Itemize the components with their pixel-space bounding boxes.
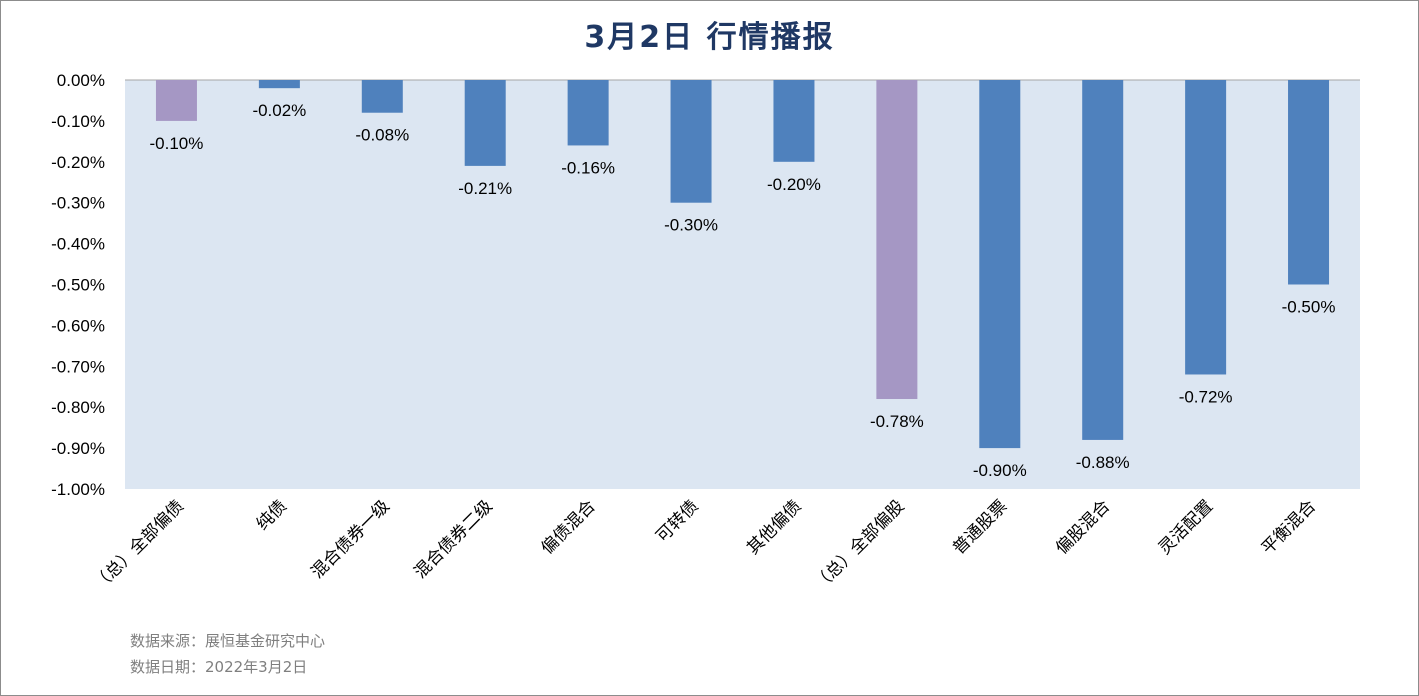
y-tick-label: -1.00% [51, 480, 105, 499]
category-label: 灵活配置 [1155, 496, 1217, 558]
data-label: -0.20% [767, 175, 821, 194]
category-label: （总）全部偏股 [810, 496, 908, 594]
y-tick-label: -0.80% [51, 398, 105, 417]
category-label: 平衡混合 [1258, 496, 1320, 558]
data-label: -0.21% [458, 179, 512, 198]
bar [1185, 80, 1227, 375]
bar [1288, 80, 1330, 285]
x-axis: （总）全部偏债 纯债 混合债券一级 混合债券二级 偏债混合 可转债 其他偏债 （总）全部偏股普… [90, 496, 1320, 594]
chart-footer: 数据来源：展恒基金研究中心 数据日期：2022年3月2日 [130, 628, 325, 680]
y-tick-label: -0.30% [51, 194, 105, 213]
category-label: （总）全部偏债 [90, 496, 188, 594]
bar [155, 80, 197, 121]
data-label: -0.30% [664, 216, 718, 235]
category-label: 普通股票 [949, 496, 1011, 558]
bar [258, 80, 300, 89]
category-label: 偏债混合 [537, 496, 599, 558]
y-tick-label: -0.60% [51, 316, 105, 335]
bar [876, 80, 918, 400]
data-label: -0.10% [150, 134, 204, 153]
data-label: -0.72% [1179, 387, 1233, 406]
data-label: -0.90% [973, 461, 1027, 480]
bar [1082, 80, 1124, 440]
bar [670, 80, 712, 203]
source-note: 数据来源：展恒基金研究中心 [130, 632, 326, 650]
bar [464, 80, 506, 166]
y-tick-label: -0.10% [51, 112, 105, 131]
category-label: 混合债券二级 [410, 496, 496, 582]
y-tick-label: -0.70% [51, 357, 105, 376]
y-tick-label: 0.00% [57, 71, 105, 90]
date-note: 数据日期：2022年3月2日 [130, 658, 308, 676]
data-label: -0.08% [355, 126, 409, 145]
bar [567, 80, 609, 146]
chart-title: 3月2日 行情播报 [584, 20, 835, 55]
y-axis: 0.00% -0.10% -0.20% -0.30% -0.40% -0.50% -0.60… [51, 71, 1360, 499]
data-labels: -0.10% -0.02% -0.08% -0.21% -0.16% -0.30% -0.2… [150, 101, 1336, 480]
bar [773, 80, 815, 162]
category-label: 混合债券一级 [308, 496, 394, 582]
category-label: 其他偏债 [743, 496, 805, 558]
bar [361, 80, 403, 113]
data-label: -0.16% [561, 158, 615, 177]
y-tick-label: -0.40% [51, 235, 105, 254]
category-label: 偏股混合 [1052, 496, 1114, 558]
data-label: -0.78% [870, 412, 924, 431]
y-tick-label: -0.20% [51, 153, 105, 172]
category-label: 纯债 [253, 496, 291, 534]
data-label: -0.02% [252, 101, 306, 120]
y-tick-label: -0.90% [51, 439, 105, 458]
bars [155, 80, 1330, 449]
category-label: 可转债 [652, 496, 702, 546]
plot-area [125, 80, 1360, 489]
bar [979, 80, 1021, 449]
data-label: -0.50% [1282, 298, 1336, 317]
data-label: -0.88% [1076, 453, 1130, 472]
y-tick-label: -0.50% [51, 276, 105, 295]
